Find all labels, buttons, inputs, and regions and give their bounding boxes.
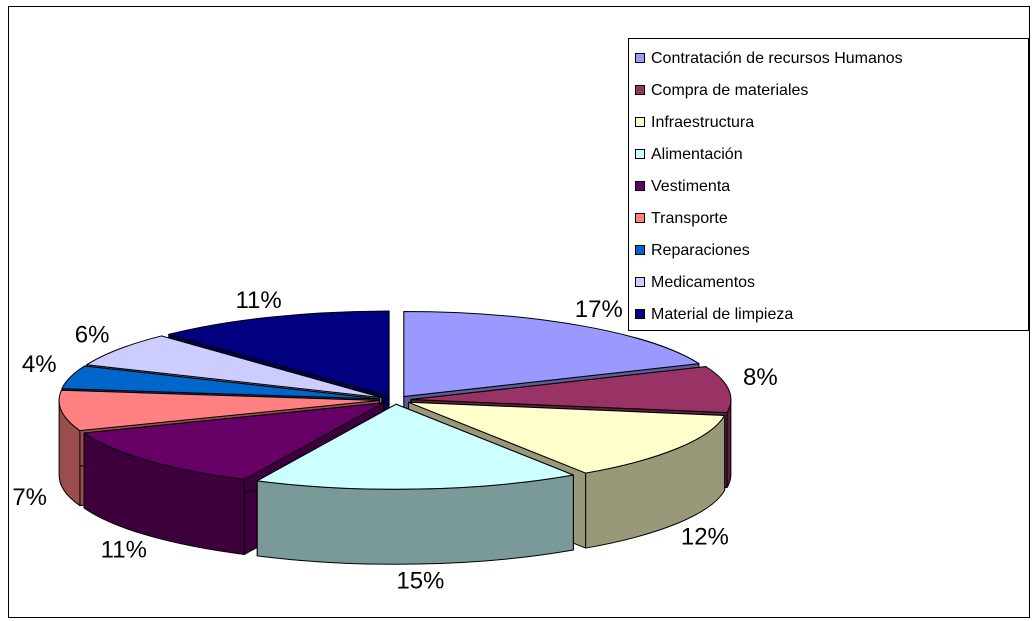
slice [410,366,732,414]
legend-swatch [635,149,645,159]
legend-swatch [635,277,645,287]
data-label: 11% [235,287,281,314]
legend-label: Reparaciones [651,242,750,259]
data-label: 8% [743,364,778,391]
data-label: 12% [681,524,729,551]
legend: Contratación de recursos Humanos Compra d… [628,38,1029,331]
legend-label: Contratación de recursos Humanos [651,50,903,67]
data-label: 6% [75,321,110,348]
data-label: 11% [101,537,147,564]
legend-swatch [635,309,645,319]
data-label: 17% [575,296,623,323]
slice [407,401,726,474]
legend-swatch [635,117,645,127]
slice [86,335,383,399]
slice [256,403,574,490]
legend-swatch [635,181,645,191]
legend-label: Infraestructura [651,114,754,131]
slice-side [726,398,732,489]
data-label: 4% [22,351,57,378]
legend-swatch [635,53,645,63]
legend-box [628,38,1029,331]
legend-label: Medicamentos [651,274,755,291]
slice [83,402,384,480]
legend-label: Vestimenta [651,178,730,195]
slice [168,310,390,397]
legend-swatch [635,245,645,255]
legend-swatch [635,213,645,223]
slice [403,310,700,397]
pie: 17% 8% 12% 15% 11% 7% 4% 6% 11% [12,287,777,594]
slice [61,365,381,400]
data-label: 7% [12,484,47,511]
data-label: 15% [396,567,444,594]
legend-label: Compra de materiales [651,82,808,99]
legend-label: Transporte [651,210,728,227]
legend-label: Alimentación [651,146,743,163]
legend-label: Material de limpieza [651,306,793,323]
slice [58,389,380,432]
legend-swatch [635,85,645,95]
